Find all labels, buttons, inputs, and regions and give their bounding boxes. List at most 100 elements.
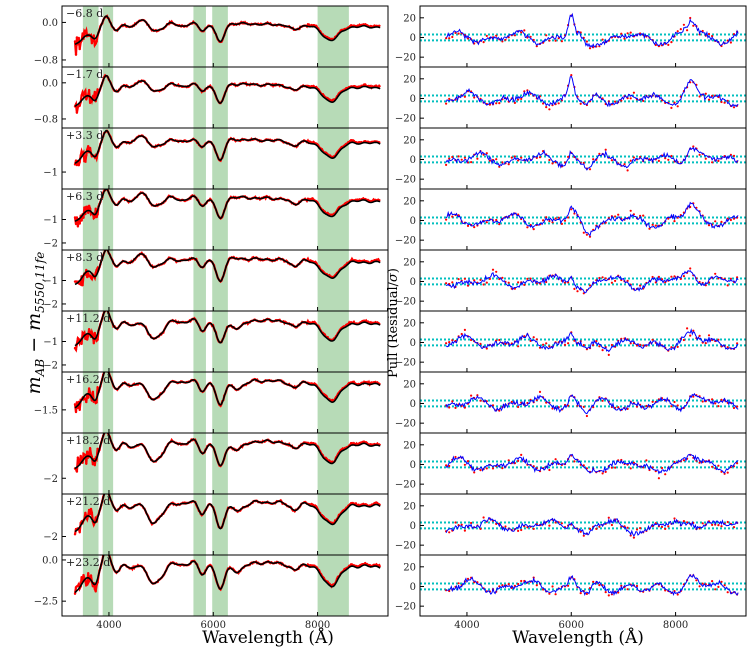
pull-point [670,405,673,408]
pull-point [513,101,517,104]
pull-point [632,536,636,539]
pull-point [711,161,714,164]
pull-point [451,35,454,39]
fit-window-band [193,67,206,128]
pull-point [657,159,661,162]
pull-point [595,527,598,531]
pull-point [517,582,520,586]
pull-point [657,477,661,480]
phase-label: +18.2 d [66,434,110,447]
x-tick-label: 6000 [201,620,226,631]
pull-point [585,233,589,236]
pull-point [726,346,729,349]
pull-point [698,527,701,530]
pull-point [448,157,451,160]
pull-point [545,34,548,37]
pull-point [548,108,551,111]
fit-window-band [193,128,206,189]
pull-point [554,593,557,596]
pull-point [588,235,592,238]
pull-point [582,161,585,164]
pull-point [535,338,538,341]
fit-window-band [82,189,99,250]
pull-point [704,92,707,95]
pull-point [598,525,601,528]
right-y-label-text: Pull (Residual/ [386,281,401,378]
pull-point [517,159,520,162]
pull-curve [445,146,739,171]
fit-window-band [102,372,114,433]
pull-point [610,159,614,162]
pull-point [557,102,560,105]
pull-point [463,95,466,98]
pull-point [736,276,739,279]
fit-window-band [82,494,99,555]
spectrum-panel: 0.0 −2.5 +23.2 d [34,554,389,617]
pull-point [623,163,626,166]
pull-point [651,275,654,279]
pull-point [670,106,673,109]
fit-window-band [193,433,206,494]
y-tick-label: −1 [43,168,58,179]
pull-point [501,161,504,164]
pull-point [488,159,491,162]
pull-point [682,459,686,462]
pull-point [501,276,504,279]
pull-point [454,521,457,524]
y-tick-label: 0 [410,582,416,593]
left-column: 0.0 −0.8 −6.8 d 0.0 −0.8 −1.7 d −1 +3.3 d −1 −2 +6… [34,5,389,631]
pull-point [667,525,670,528]
pull-point [542,343,545,346]
left-y-label-sub-ab: AB [33,359,47,378]
pull-point [473,226,476,229]
y-tick-label: −1 [43,337,58,348]
pull-point [548,345,551,348]
pull-point [654,224,657,227]
pull-point [445,163,448,166]
pull-point [635,344,639,347]
panel-frame [419,554,747,617]
pull-point [498,165,501,168]
pull-point [526,226,529,229]
pull-point [504,38,507,41]
pull-point [545,342,548,345]
pull-point [532,527,535,531]
pull-point [448,464,451,468]
pull-point [692,329,695,332]
pull-point [457,32,460,35]
pull-point [576,290,579,293]
fit-window-band [82,250,99,311]
pull-point [457,214,460,217]
y-tick-label: −1 [43,276,58,287]
pull-point [689,334,692,337]
right-x-axis-label: Wavelength (Å) [512,627,644,648]
pull-point [720,220,723,223]
pull-point [629,467,632,470]
y-tick-label: −2 [43,299,58,310]
y-tick-label: 0 [410,216,416,227]
pull-point [673,275,676,278]
pull-point [513,287,517,290]
pull-point [445,102,448,105]
phase-label: +23.2 d [66,556,110,569]
fit-window-band [212,494,228,555]
pull-point [473,581,476,584]
pull-point [448,97,451,100]
pull-point [711,465,714,468]
pull-point [451,400,454,403]
pull-point [542,219,545,222]
pull-point [554,39,557,42]
model-spectrum [74,372,381,409]
pull-curve [445,453,739,475]
pull-point [689,16,692,20]
pull-point [485,221,488,224]
pull-point [548,468,551,472]
pull-point [554,458,557,461]
pull-point [573,339,576,342]
pull-point [567,216,570,219]
pull-point [707,32,711,36]
pull-point [598,152,601,155]
pull-point [676,30,679,33]
pull-point [485,34,488,38]
y-tick-label: 0.0 [42,18,58,29]
